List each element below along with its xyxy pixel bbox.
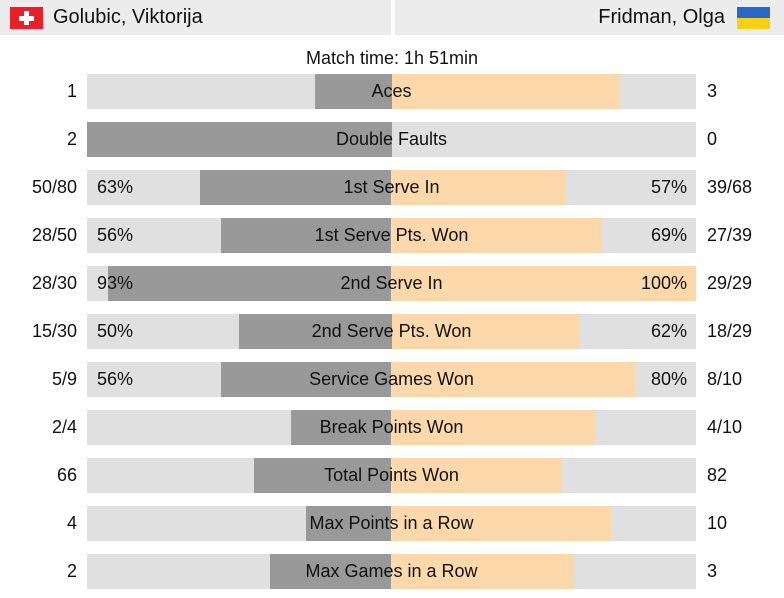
stat-left-fill: [269, 554, 392, 589]
stat-left-percent: 63%: [97, 177, 134, 197]
stat-row: 4 Max Points in a Row 10: [0, 506, 784, 541]
stat-left-fill: [87, 122, 392, 157]
stat-right-value: 29/29: [707, 273, 753, 293]
stat-left-percent: 56%: [97, 369, 134, 389]
stat-label: 1st Serve In: [343, 177, 440, 197]
stat-left-value: 2: [66, 129, 77, 149]
stat-label: Break Points Won: [319, 417, 464, 437]
stat-row: 28/50 56% 69% 1st Serve Pts. Won 27/39: [0, 218, 784, 253]
stat-right-value: 39/68: [707, 177, 753, 197]
stat-left-fill: [199, 170, 392, 205]
stat-right-fill: [391, 554, 575, 589]
stat-left-value: 66: [56, 465, 77, 485]
stat-right-percent: 80%: [650, 369, 687, 389]
stat-right-fill: [391, 266, 696, 301]
stat-left-value: 2: [66, 561, 77, 581]
stat-left-fill: [306, 506, 392, 541]
stat-label: Aces: [371, 81, 412, 101]
stat-left-fill: [239, 314, 392, 349]
stat-left-fill: [220, 362, 392, 397]
stat-right-value: 8/10: [707, 369, 743, 389]
stat-bar: 63% 57% 1st Serve In: [87, 170, 696, 205]
stat-right-percent: 100%: [640, 273, 687, 293]
stat-label: 2nd Serve Pts. Won: [311, 321, 472, 341]
stat-bar: Break Points Won: [87, 410, 696, 445]
player-left[interactable]: Golubic, Viktorija: [0, 0, 391, 35]
stat-row: 28/30 93% 100% 2nd Serve In 29/29: [0, 266, 784, 301]
player-left-name: Golubic, Viktorija: [53, 6, 203, 28]
stat-right-value: 3: [707, 561, 718, 581]
stat-right-value: 0: [707, 129, 718, 149]
stat-bar: Max Points in a Row: [87, 506, 696, 541]
stat-row: 2/4 Break Points Won 4/10: [0, 410, 784, 445]
stat-right-fill: [391, 458, 563, 493]
stat-right-fill: [391, 74, 620, 109]
stat-bar: Double Faults: [87, 122, 696, 157]
stat-right-fill: [391, 362, 636, 397]
stat-left-value: 15/30: [31, 321, 77, 341]
switzerland-flag-icon: [10, 6, 43, 29]
stat-right-fill: [391, 410, 596, 445]
stat-bar: Max Games in a Row: [87, 554, 696, 589]
stat-bar: 93% 100% 2nd Serve In: [87, 266, 696, 301]
stat-left-value: 4: [66, 513, 77, 533]
players-header: Golubic, Viktorija Fridman, Olga: [0, 0, 784, 35]
stat-left-value: 5/9: [51, 369, 77, 389]
stat-label: Max Games in a Row: [305, 561, 478, 581]
stat-label: Max Points in a Row: [309, 513, 474, 533]
stat-bar: 56% 80% Service Games Won: [87, 362, 696, 397]
stat-row: 1 Aces 3: [0, 74, 784, 109]
stat-label: 1st Serve Pts. Won: [314, 225, 469, 245]
stat-left-fill: [254, 458, 392, 493]
stat-right-value: 18/29: [707, 321, 753, 341]
stat-right-fill: [391, 506, 611, 541]
stat-bar: 56% 69% 1st Serve Pts. Won: [87, 218, 696, 253]
stat-right-value: 82: [707, 465, 728, 485]
stat-row: 15/30 50% 62% 2nd Serve Pts. Won 18/29: [0, 314, 784, 349]
stat-right-fill: [391, 218, 602, 253]
stat-left-fill: [220, 218, 392, 253]
stat-right-value: 10: [707, 513, 728, 533]
stat-label: Double Faults: [335, 129, 448, 149]
stat-row: 2 Max Games in a Row 3: [0, 554, 784, 589]
stat-label: 2nd Serve In: [340, 273, 443, 293]
stat-left-percent: 50%: [97, 321, 134, 341]
stat-right-value: 3: [707, 81, 718, 101]
match-time: Match time: 1h 51min: [305, 48, 479, 68]
stat-row: 50/80 63% 57% 1st Serve In 39/68: [0, 170, 784, 205]
stat-right-value: 27/39: [707, 225, 753, 245]
stat-row: 5/9 56% 80% Service Games Won 8/10: [0, 362, 784, 397]
stat-left-value: 50/80: [31, 177, 77, 197]
stat-left-fill: [108, 266, 392, 301]
stat-right-percent: 62%: [650, 321, 687, 341]
stat-left-fill: [291, 410, 392, 445]
stat-left-value: 2/4: [51, 417, 77, 437]
stat-left-fill: [315, 74, 392, 109]
stat-row: 2 Double Faults 0: [0, 122, 784, 157]
player-right[interactable]: Fridman, Olga: [395, 0, 784, 35]
stat-left-percent: 56%: [97, 225, 134, 245]
stat-left-percent: 93%: [97, 273, 134, 293]
stat-label: Total Points Won: [324, 465, 459, 485]
stat-right-value: 4/10: [707, 417, 743, 437]
stat-left-value: 28/30: [31, 273, 77, 293]
stat-left-value: 28/50: [31, 225, 77, 245]
ukraine-flag-icon: [737, 6, 770, 29]
stat-right-fill: [391, 314, 581, 349]
stat-label: Service Games Won: [309, 369, 474, 389]
stat-bar: Aces: [87, 74, 696, 109]
stat-right-percent: 57%: [650, 177, 687, 197]
player-right-name: Fridman, Olga: [598, 6, 725, 28]
stat-bar: Total Points Won: [87, 458, 696, 493]
stat-row: 66 Total Points Won 82: [0, 458, 784, 493]
stat-right-percent: 69%: [650, 225, 687, 245]
stat-right-fill: [391, 170, 566, 205]
stat-bar: 50% 62% 2nd Serve Pts. Won: [87, 314, 696, 349]
stat-left-value: 1: [66, 81, 77, 101]
